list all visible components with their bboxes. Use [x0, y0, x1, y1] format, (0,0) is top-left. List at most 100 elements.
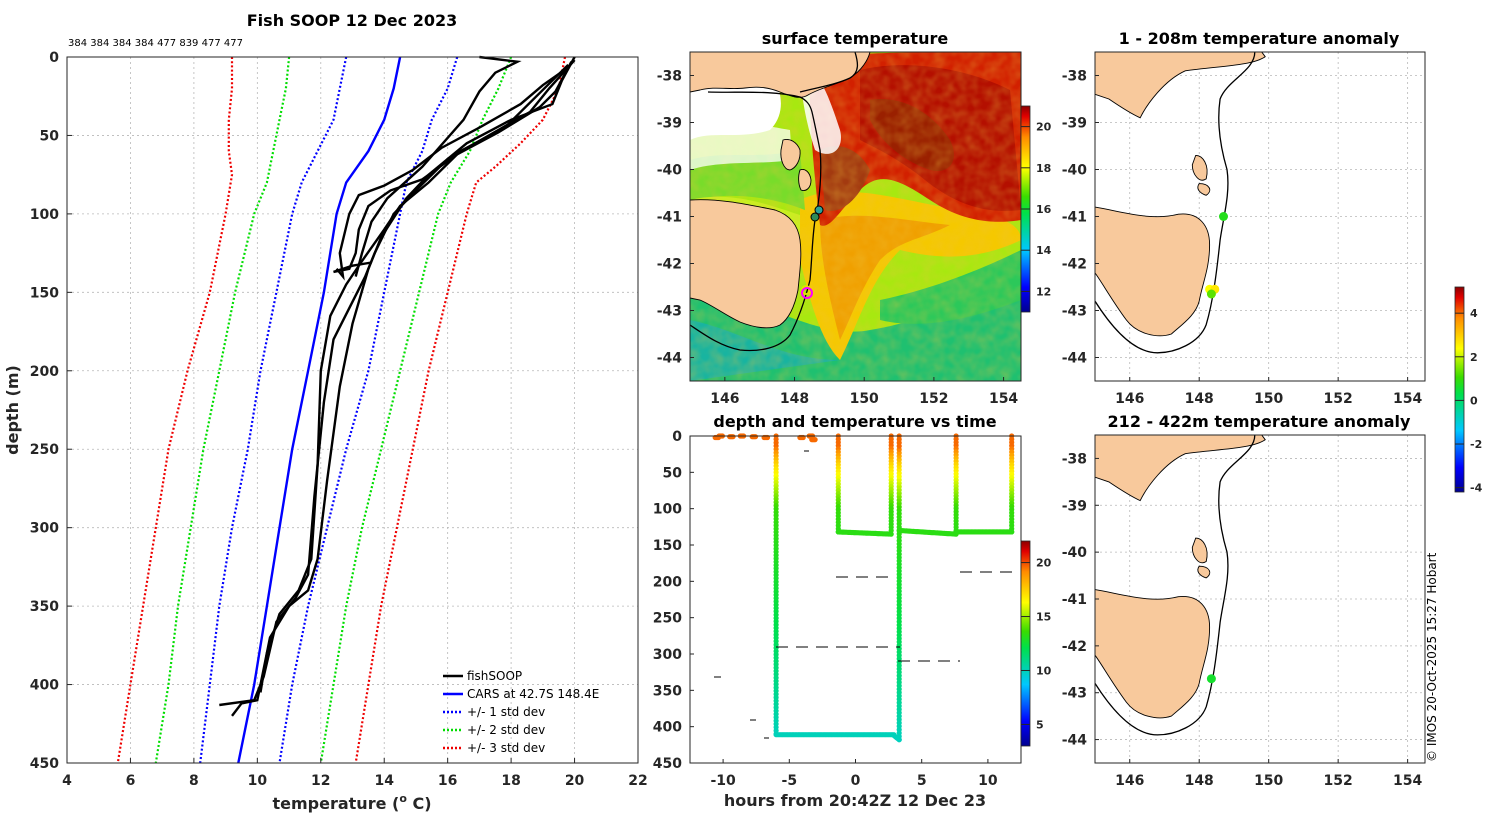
profile-series--2-std [319, 56, 513, 764]
y-tick-label: -44 [1062, 733, 1088, 749]
y-tick-label: -43 [1062, 304, 1087, 320]
y-tick-label: 350 [30, 599, 59, 615]
colorbar-tick-label: -2 [1470, 438, 1482, 451]
x-tick-label: 8 [189, 773, 199, 789]
profile-xlabel: temperature (o C) [272, 792, 431, 813]
anomaly-point [1219, 212, 1228, 221]
y-tick-label: -42 [1062, 257, 1087, 273]
x-tick-label: 5 [917, 773, 927, 789]
time-point [812, 437, 818, 443]
x-tick-label: 146 [1115, 391, 1144, 407]
profile-series-fishsoop [259, 63, 570, 693]
time-xlabel: hours from 20:42Z 12 Dec 23 [724, 791, 986, 810]
y-tick-label: -43 [657, 304, 682, 320]
y-tick-label: 0 [672, 429, 682, 445]
time-point [888, 531, 894, 537]
y-tick-label: 150 [30, 285, 59, 301]
y-tick-label: -38 [657, 69, 682, 85]
y-tick-label: -38 [1062, 69, 1087, 85]
y-tick-label: 0 [49, 50, 59, 66]
colorbar-tick-label: 4 [1470, 307, 1478, 320]
y-tick-label: -41 [1062, 592, 1087, 608]
x-tick-label: 152 [1324, 391, 1353, 407]
cape-barren-island [1197, 565, 1211, 579]
sst-title: surface temperature [762, 29, 949, 48]
mainland [1094, 434, 1266, 502]
profile-title: Fish SOOP 12 Dec 2023 [247, 11, 457, 30]
profile-series--1-std [199, 56, 348, 764]
x-tick-label: -10 [710, 773, 736, 789]
x-tick-label: 12 [311, 773, 330, 789]
y-tick-label: -39 [657, 116, 682, 132]
y-tick-label: 400 [30, 678, 59, 694]
x-tick-label: 0 [851, 773, 861, 789]
x-tick-label: 150 [1254, 391, 1283, 407]
time-point [730, 434, 736, 440]
y-tick-label: 100 [653, 502, 682, 518]
y-tick-label: -39 [1062, 116, 1087, 132]
profile-series-cars-mean [237, 56, 402, 764]
profile-series-fishsoop [335, 68, 566, 281]
legend-label: +/- 3 std dev [467, 741, 545, 755]
sst-marker [814, 205, 824, 215]
tasmania [1094, 589, 1211, 719]
y-tick-label: -42 [657, 257, 682, 273]
colorbar-tick-label: 0 [1470, 394, 1478, 407]
x-tick-label: 14 [374, 773, 394, 789]
legend-label: +/- 2 std dev [467, 723, 545, 737]
y-tick-label: -40 [657, 163, 683, 179]
colorbar-tick-label: 20 [1036, 121, 1052, 134]
y-tick-label: 300 [653, 647, 682, 663]
x-tick-label: 146 [1115, 773, 1144, 789]
profile-series-fishsoop [333, 61, 573, 274]
y-tick-label: -40 [1062, 545, 1088, 561]
y-tick-label: -39 [1062, 498, 1087, 514]
y-tick-label: -42 [1062, 639, 1087, 655]
x-tick-label: 18 [501, 773, 520, 789]
colorbar-tick-label: 20 [1036, 557, 1052, 570]
y-tick-label: -43 [1062, 686, 1087, 702]
anomaly-deep-title: 212 - 422m temperature anomaly [1108, 412, 1411, 431]
colorbar-tick-label: 5 [1036, 718, 1044, 731]
x-tick-label: 10 [248, 773, 268, 789]
x-tick-label: 148 [1185, 773, 1214, 789]
cape-barren-island [1197, 183, 1211, 196]
legend-label: +/- 1 std dev [467, 705, 545, 719]
profile-series-fishsoop [354, 55, 522, 277]
y-tick-label: 300 [30, 521, 59, 537]
colorbar-tick-label: 15 [1036, 611, 1051, 624]
x-tick-label: 146 [710, 391, 739, 407]
x-tick-label: 20 [565, 773, 585, 789]
sst-panel: surface temperature [657, 29, 1052, 407]
x-tick-label: 22 [628, 773, 647, 789]
profile-axes-box [66, 56, 639, 764]
y-tick-label: 100 [30, 207, 59, 223]
x-tick-label: 148 [780, 391, 809, 407]
profile-ylabel: depth (m) [3, 365, 22, 455]
y-tick-label: 400 [653, 720, 682, 736]
x-tick-label: 150 [850, 391, 879, 407]
colorbar-tick-label: 16 [1036, 203, 1052, 216]
y-tick-label: -40 [1062, 163, 1088, 179]
x-tick-label: 10 [978, 773, 998, 789]
y-tick-label: 50 [663, 465, 683, 481]
legend-label: fishSOOP [467, 669, 522, 683]
tasmania [1094, 206, 1211, 337]
y-tick-label: -41 [1062, 210, 1087, 226]
x-tick-label: 16 [438, 773, 457, 789]
anomaly-point [1206, 674, 1216, 684]
time-panel: depth and temperature vs time -10 -5 0 5 100… [653, 412, 1052, 810]
profile-subtitle: 384 384 384 384 477 839 477 477 [68, 38, 243, 49]
x-tick-label: 154 [989, 391, 1018, 407]
x-tick-label: -5 [782, 773, 798, 789]
y-tick-label: -38 [1062, 451, 1087, 467]
sst-marker [810, 212, 820, 222]
time-point [1009, 529, 1015, 535]
y-tick-label: 200 [30, 364, 59, 380]
credit-text: © IMOS 20-Oct-2025 15:27 Hobart [1425, 552, 1439, 762]
y-tick-label: 250 [30, 442, 59, 458]
anomaly-shallow-title: 1 - 208m temperature anomaly [1119, 29, 1400, 48]
x-tick-label: 150 [1254, 773, 1283, 789]
x-tick-label: 154 [1393, 391, 1422, 407]
